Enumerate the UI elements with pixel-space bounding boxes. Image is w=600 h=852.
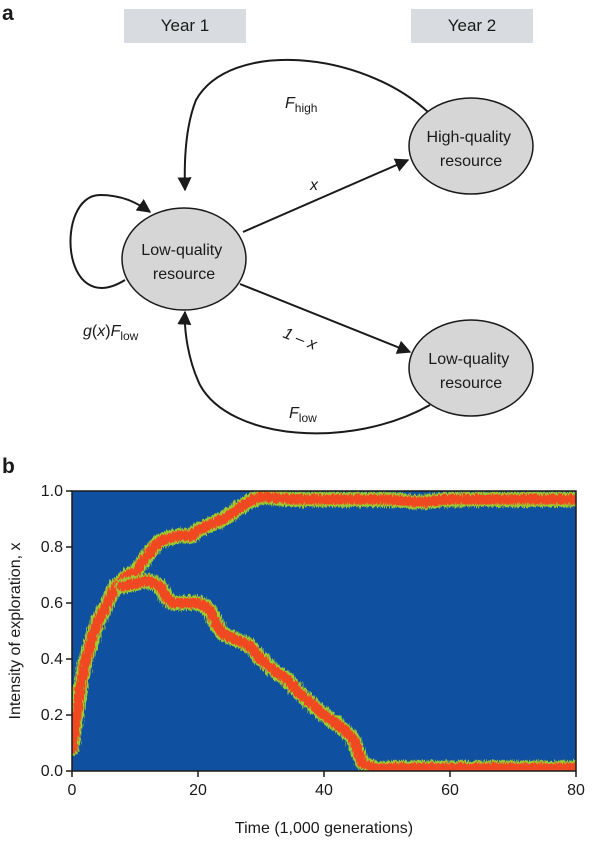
y-axis-label: Intensity of exploration, x [7, 543, 24, 720]
svg-text:Low-quality resource: Low-quality resource [141, 242, 226, 283]
y-tick-label: 0.6 [41, 595, 63, 612]
edge-self-loop [69, 193, 152, 289]
svg-text:High-quality resource: High-quality resource [427, 129, 516, 170]
svg-text:Low-quality resource: Low-quality resource [428, 351, 513, 392]
node-center-line1: Low-quality [141, 242, 222, 259]
node-high-line1: High-quality [427, 129, 511, 146]
edge-x [242, 158, 410, 233]
plot-area [72, 491, 576, 771]
label-x: x [309, 177, 319, 194]
panel-b-label: b [2, 455, 15, 478]
node-low-quality-year2 [408, 319, 534, 417]
branch-lower [117, 575, 576, 771]
node-center-low-quality [121, 207, 247, 311]
x-tick-label: 40 [315, 782, 333, 799]
label-f-low: Flow [289, 405, 317, 425]
node-low2-line2: resource [440, 375, 502, 392]
x-tick-label: 0 [68, 782, 77, 799]
x-tick-label: 60 [441, 782, 459, 799]
node-high-line2: resource [440, 153, 502, 170]
node-center-line2: resource [153, 266, 215, 283]
label-self-loop: g(x)Flow [83, 323, 139, 343]
node-high-quality [408, 97, 534, 195]
edge-f-low [177, 310, 431, 435]
y-tick-label: 0.8 [41, 539, 63, 556]
label-one-minus-x: 1 – x [281, 325, 320, 354]
y-tick-label: 0.4 [41, 651, 63, 668]
x-tick-label: 20 [189, 782, 207, 799]
x-tick-label: 80 [567, 782, 585, 799]
panel-a-diagram: Low-quality resource High-quality resour… [69, 58, 534, 435]
edge-one-minus-x [239, 283, 412, 354]
y-tick-label: 0.0 [41, 763, 63, 780]
edge-f-high [177, 58, 429, 192]
x-axis-label: Time (1,000 generations) [235, 820, 413, 837]
node-low2-line1: Low-quality [428, 351, 509, 368]
branch-upper [72, 491, 576, 754]
year-1-box: Year 1 [124, 9, 246, 43]
y-tick-label: 1.0 [41, 483, 63, 500]
label-f-high: Fhigh [285, 95, 317, 115]
year-2-box: Year 2 [411, 9, 533, 43]
y-tick-label: 0.2 [41, 707, 63, 724]
panel-b-chart: 0 20 40 60 80 0.0 0.2 0.4 0.6 0.8 1.0 Time (1,000 … [7, 483, 585, 837]
panel-a-label: a [2, 2, 14, 25]
